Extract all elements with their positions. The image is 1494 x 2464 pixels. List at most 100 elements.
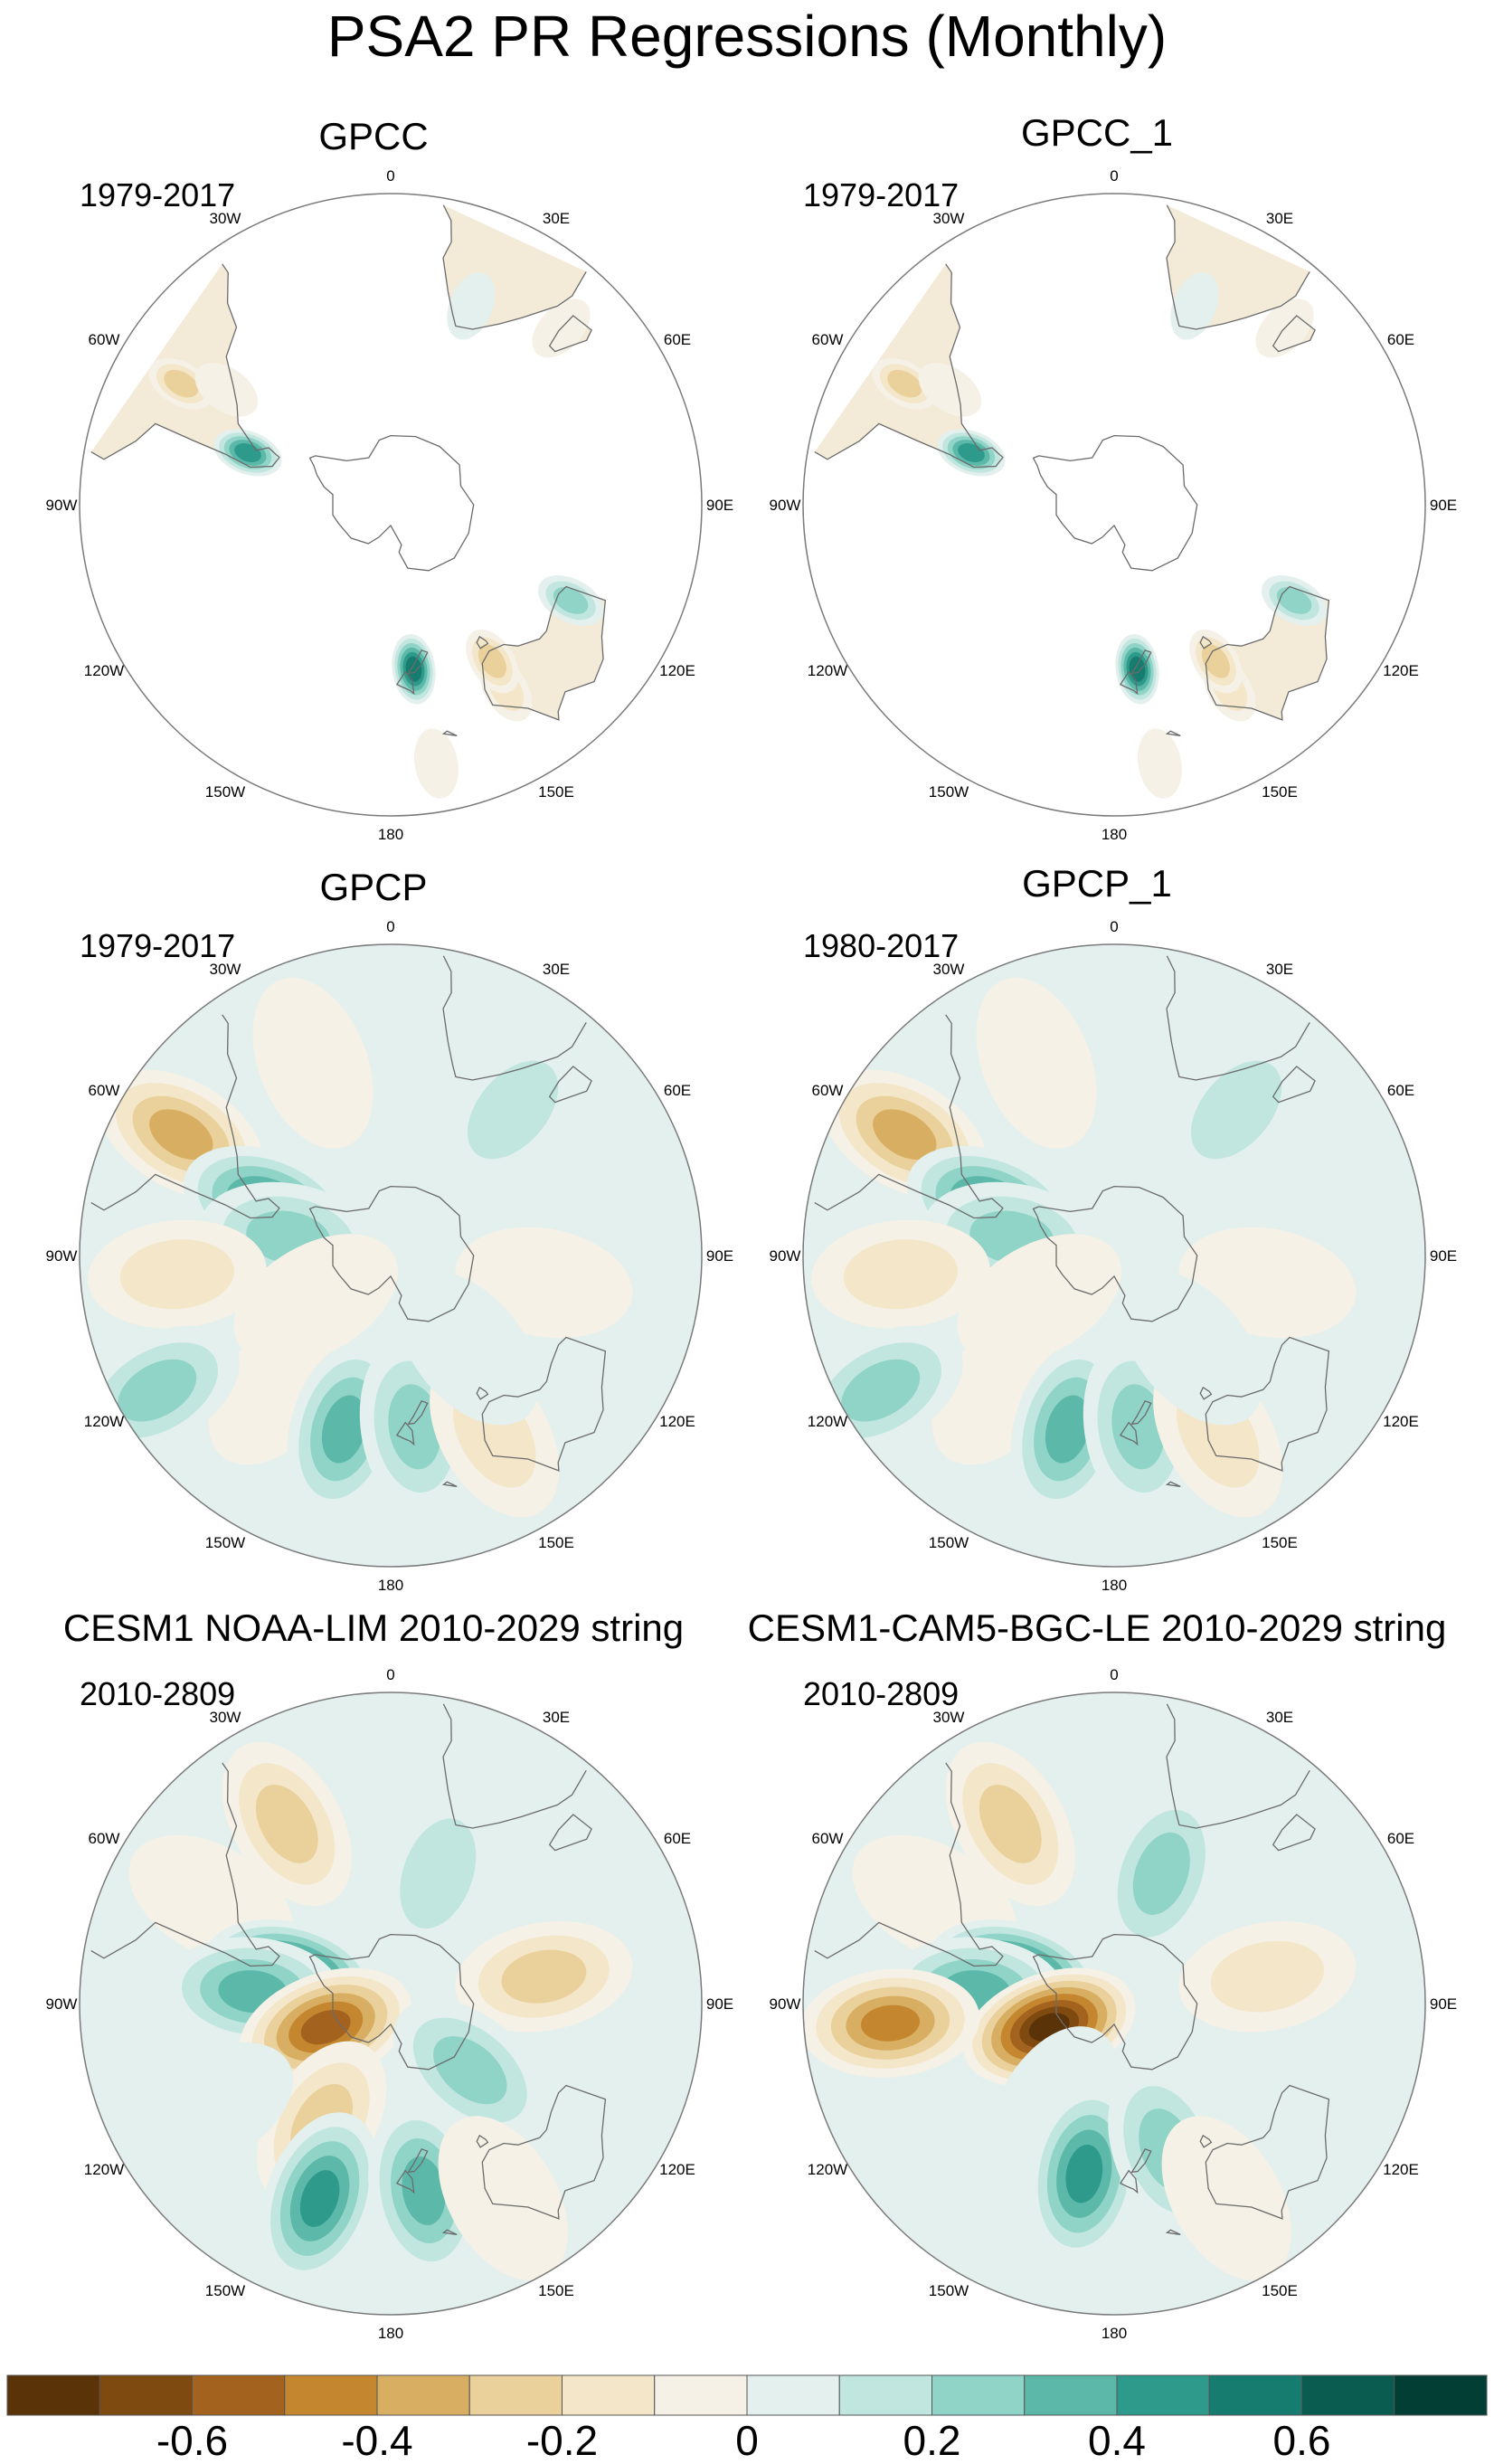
anomaly-contour <box>405 656 422 682</box>
anomaly-contour <box>300 2009 351 2045</box>
coastline-africa <box>1166 204 1310 330</box>
colorbar-swatch <box>99 2374 193 2416</box>
anomaly-contour <box>1045 1395 1091 1464</box>
lon-label-150e: 150E <box>1262 1534 1298 1551</box>
lon-label-120e: 120E <box>1383 1413 1419 1430</box>
coastline-pacisl <box>1165 1481 1181 1488</box>
coastlines <box>90 1703 607 2236</box>
colorbar-swatch <box>654 2374 748 2416</box>
panel-title: GPCP_1 <box>1022 862 1172 905</box>
lon-label-180: 180 <box>1102 2325 1127 2342</box>
lon-label-150e: 150E <box>538 1534 574 1551</box>
panel-title: GPCC_1 <box>1020 111 1174 154</box>
lon-label-150w: 150W <box>929 1534 969 1551</box>
anomaly-contour <box>447 272 496 340</box>
anomaly-contour <box>1161 2116 1291 2281</box>
coastline-africa <box>1166 1703 1310 1829</box>
anomaly-contour <box>976 977 1097 1149</box>
anomaly-contour <box>887 370 922 398</box>
lon-label-120w: 120W <box>84 662 124 679</box>
lon-label-120e: 120E <box>1383 2161 1419 2178</box>
coastlines <box>90 955 607 1488</box>
anomaly-contour <box>467 1060 559 1160</box>
anomaly-contour <box>1170 272 1219 340</box>
lon-label-90e: 90E <box>706 1995 733 2013</box>
lon-label-120e: 120E <box>1383 662 1419 679</box>
lon-label-60e: 60E <box>1387 1830 1414 1847</box>
anomaly-contour <box>164 370 199 398</box>
lon-label-150w: 150W <box>929 783 969 801</box>
coastline-pacisl <box>441 2229 458 2236</box>
coastline-tasmania <box>476 635 489 649</box>
lon-label-150w: 150W <box>929 2282 969 2299</box>
map-border <box>802 943 1426 1568</box>
coastline-pacisl <box>441 730 458 737</box>
lon-label-150e: 150E <box>1262 2282 1298 2299</box>
coastline-nzsouth <box>407 649 429 675</box>
lon-label-120w: 120W <box>808 2161 847 2178</box>
lon-label-120e: 120E <box>659 662 695 679</box>
coastline-australia <box>1205 585 1330 721</box>
lon-label-0: 0 <box>386 1666 394 1683</box>
lon-label-0: 0 <box>386 918 394 935</box>
coastline-pacisl <box>1165 730 1181 737</box>
coastline-africa <box>442 955 587 1081</box>
colorbar-swatch <box>6 2374 100 2416</box>
coastline-nznorth <box>395 670 415 696</box>
contour-field <box>80 977 633 1518</box>
lon-label-150w: 150W <box>205 783 245 801</box>
coastline-tasmania <box>1199 2134 1213 2148</box>
anomaly-contour <box>1111 1384 1165 1470</box>
coastlines <box>814 1703 1330 2236</box>
lon-label-30e: 30E <box>1266 961 1293 978</box>
coastline-tasmania <box>476 2134 489 2148</box>
colorbar-swatch <box>1394 2374 1488 2416</box>
coastline-australia <box>481 585 607 721</box>
anomaly-contour <box>119 1239 234 1310</box>
map-background <box>80 194 702 816</box>
map-background <box>803 194 1425 816</box>
panel-cesm1-noaa-lim: CESM1 NOAA-LIM 2010-2029 string 2010-280… <box>0 1606 747 2356</box>
lon-label-60w: 60W <box>812 1830 844 1847</box>
colorbar-swatch <box>192 2374 286 2416</box>
anomaly-contour <box>388 1384 441 1470</box>
colorbar-tick-label: 0.4 <box>1088 2417 1146 2464</box>
lon-label-180: 180 <box>1102 1577 1127 1594</box>
anomaly-contour <box>1129 656 1146 682</box>
anomaly-contour <box>233 1234 399 1364</box>
polar-map: 0 30E 60E 90E 120E 150E 180 150W 120W 90W 60W 30W <box>46 167 734 843</box>
lon-label-60e: 60E <box>664 1082 691 1099</box>
colorbar-tick-label: 0 <box>735 2417 759 2464</box>
anomaly-contour <box>433 2036 507 2105</box>
coastline-nznorth <box>395 2169 415 2194</box>
colorbar-tick-label: -0.6 <box>156 2417 228 2464</box>
coastline-tasmania <box>476 1386 489 1400</box>
lon-label-90w: 90W <box>770 1995 801 2013</box>
lon-label-0: 0 <box>386 167 394 185</box>
coastline-madagascar <box>548 1066 592 1104</box>
lon-label-30e: 30E <box>1266 210 1293 227</box>
lon-label-60w: 60W <box>89 1082 120 1099</box>
coastlines <box>814 955 1330 1488</box>
colorbar-swatch <box>562 2374 656 2416</box>
colorbar-swatch <box>1116 2374 1210 2416</box>
coastline-australia <box>481 2084 607 2220</box>
lon-label-60w: 60W <box>812 1082 844 1099</box>
coastline-antarctica <box>1032 1185 1198 1322</box>
panel-cesm1-cam5-bgc-le: CESM1-CAM5-BGC-LE 2010-2029 string 2010-… <box>723 1606 1470 2356</box>
anomaly-contour <box>118 1359 197 1422</box>
colorbar-swatch <box>1208 2374 1302 2416</box>
map-border <box>802 1692 1426 2316</box>
anomaly-contour <box>553 586 589 614</box>
lon-label-0: 0 <box>1110 167 1118 185</box>
colorbar-swatch <box>838 2374 932 2416</box>
anomaly-contour <box>1201 644 1230 678</box>
colorbar: -0.6 -0.4 -0.2 0 0.2 0.4 0.6 <box>6 2374 1488 2464</box>
coastline-samerica <box>90 1762 280 1967</box>
colorbar-swatch <box>376 2374 470 2416</box>
coastline-africa <box>442 204 587 330</box>
lon-label-180: 180 <box>378 2325 403 2342</box>
panel-title: GPCP <box>319 866 428 908</box>
lon-label-90e: 90E <box>706 1247 733 1265</box>
coastline-antarctica <box>1032 1933 1198 2071</box>
